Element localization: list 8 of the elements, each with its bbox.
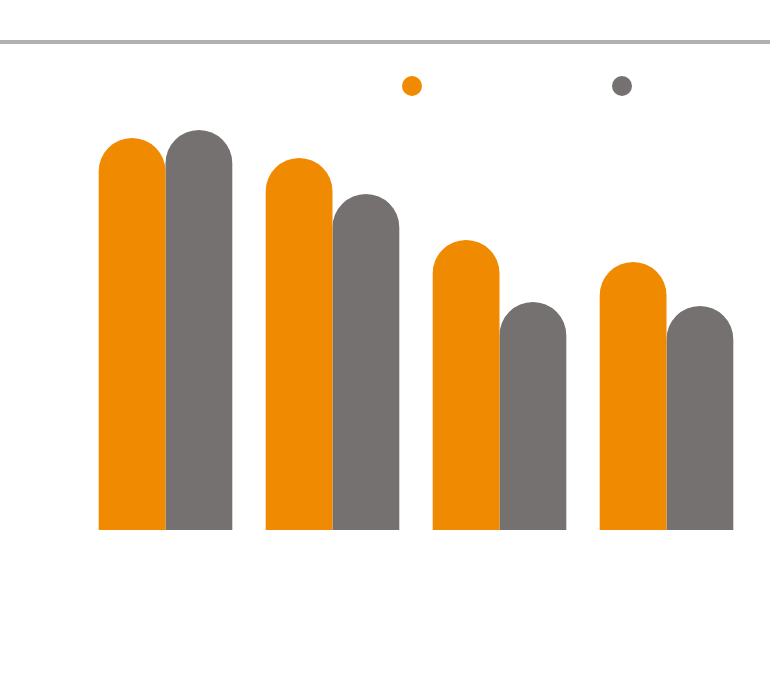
bar (332, 194, 400, 530)
bar (499, 302, 567, 530)
bar (599, 262, 667, 530)
bar (165, 130, 233, 530)
bar (265, 158, 333, 530)
bar (432, 240, 500, 530)
bar (98, 138, 166, 530)
bar (666, 306, 734, 530)
